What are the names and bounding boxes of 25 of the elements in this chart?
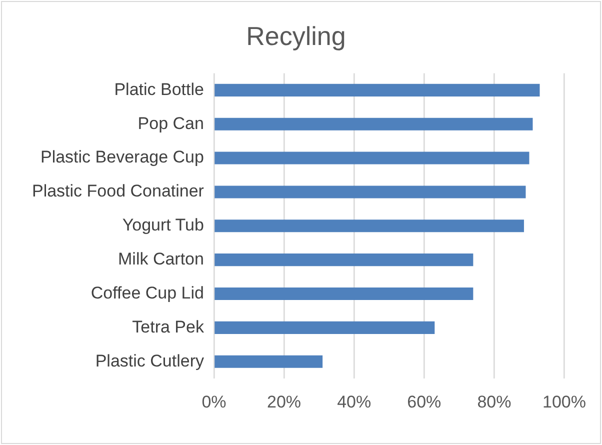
bar (214, 355, 323, 368)
y-tick-label: Pop Can (138, 114, 204, 133)
y-tick-label: Yogurt Tub (122, 216, 204, 235)
y-tick-label: Plastic Cutlery (95, 351, 204, 370)
x-tick-label: 100% (542, 392, 586, 412)
x-tick-label: 40% (337, 392, 372, 412)
chart-title: Recyling (246, 20, 346, 51)
bar (214, 118, 533, 130)
bar (214, 220, 524, 232)
y-tick-label: Coffee Cup Lid (90, 283, 204, 302)
x-tick-label: 80% (477, 392, 512, 412)
bar (214, 186, 526, 198)
y-tick-label: Tetra Pek (132, 317, 204, 336)
bar (214, 152, 530, 164)
y-tick-label: Plastic Food Conatiner (32, 182, 204, 201)
y-tick-label: Milk Carton (118, 250, 204, 269)
x-tick-label: 60% (407, 392, 442, 412)
x-tick-label: 0% (202, 392, 226, 412)
bar (214, 84, 540, 96)
x-tick-label: 20% (267, 392, 302, 412)
y-tick-label: Plastic Beverage Cup (40, 148, 204, 167)
y-tick-label: Platic Bottle (114, 80, 204, 99)
bar (214, 287, 474, 300)
bar (214, 254, 474, 266)
bar (214, 321, 435, 334)
